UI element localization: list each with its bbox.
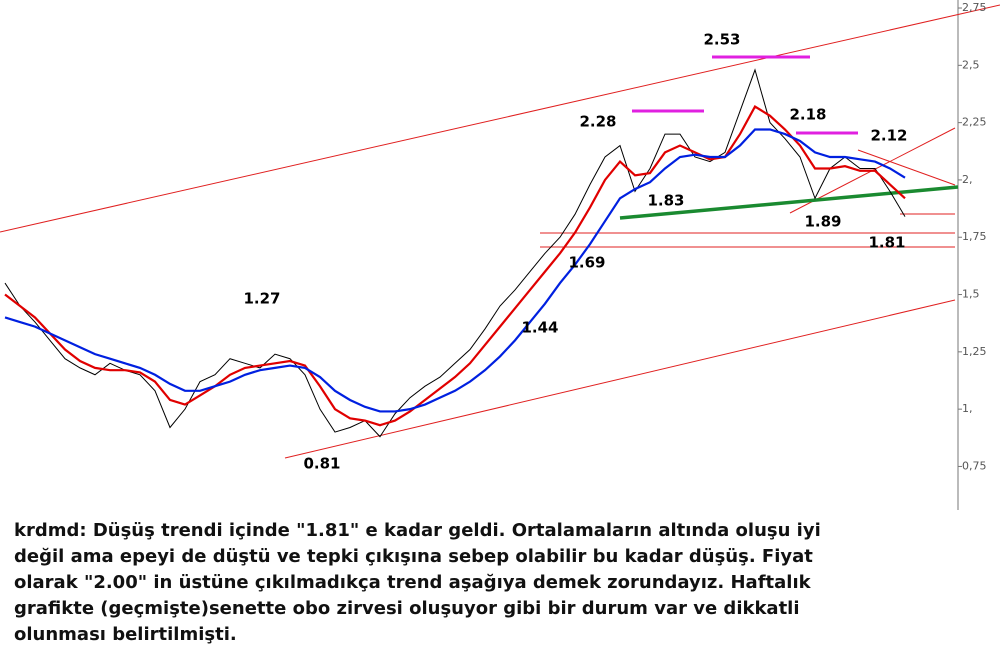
price-line (4, 68, 906, 438)
y-tick-label: 1, (962, 402, 973, 415)
caption: krdmd: Düşüş trendi içinde "1.81" e kada… (14, 518, 994, 648)
annotation: 1.69 (568, 254, 605, 272)
caption-line: olarak "2.00" in üstüne çıkılmadıkça tre… (14, 572, 811, 593)
neckline (619, 185, 959, 220)
annotation: 1.89 (804, 213, 841, 231)
annotation: 2.28 (579, 113, 616, 131)
trend-line (857, 149, 956, 186)
y-tick-label: 0,75 (962, 459, 987, 472)
annotation: 0.81 (303, 455, 340, 473)
y-tick-label: 1,75 (962, 230, 987, 243)
annotation: 1.83 (647, 192, 684, 210)
y-tick-label: 1,5 (962, 288, 980, 301)
annotation: 2.12 (870, 127, 907, 145)
moving-average (4, 128, 906, 413)
caption-line: olunması belirtilmişti. (14, 624, 237, 645)
annotation: 1.44 (521, 319, 558, 337)
y-tick-label: 2,5 (962, 58, 980, 71)
annotation: 2.53 (703, 31, 740, 49)
caption-line: değil ama epeyi de düştü ve tepki çıkışı… (14, 546, 813, 567)
moving-average (4, 105, 906, 427)
chart: 0,75 1, 1,25 1,5 1,75 2, 2,25 2,5 2,75 2.53 2.28 2.… (0, 0, 1000, 510)
y-tick-label: 1,25 (962, 345, 987, 358)
y-tick-label: 2, (962, 173, 973, 186)
annotation: 2.18 (789, 106, 826, 124)
caption-line: krdmd: Düşüş trendi içinde "1.81" e kada… (14, 520, 821, 541)
caption-line: grafikte (geçmişte)senette obo zirvesi o… (14, 598, 800, 619)
y-tick-label: 2,75 (962, 1, 987, 14)
channel-bottom (284, 299, 956, 459)
annotation: 1.27 (243, 290, 280, 308)
annotation: 1.81 (868, 234, 905, 252)
y-tick-label: 2,25 (962, 116, 987, 129)
channel-top (0, 4, 1000, 233)
